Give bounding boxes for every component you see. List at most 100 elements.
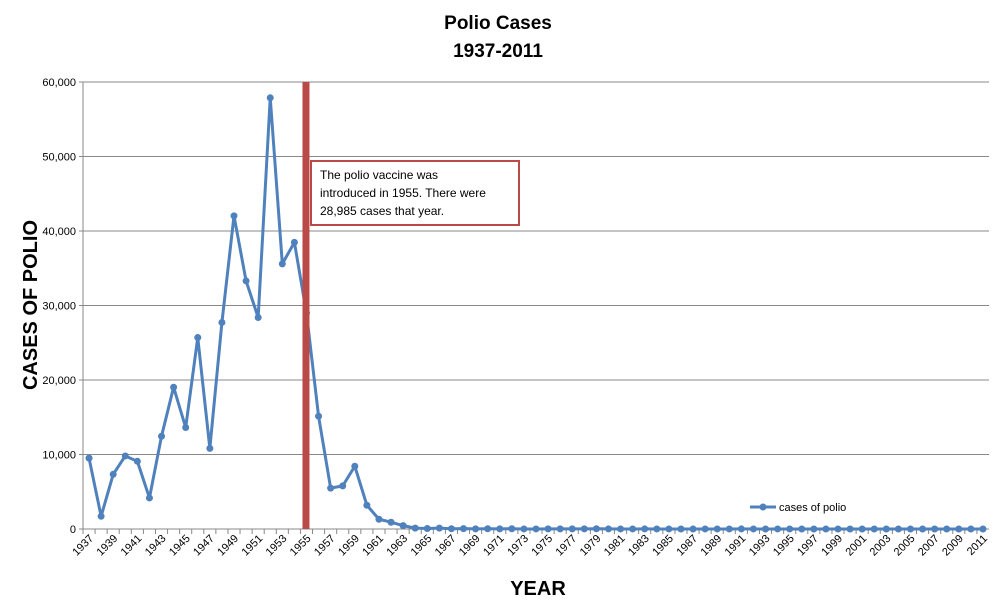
data-point: [604, 525, 612, 533]
data-point: [508, 525, 516, 533]
data-point: [846, 525, 854, 533]
x-tick-label: 1959: [336, 533, 362, 559]
data-point: [810, 525, 818, 533]
x-tick-label: 1951: [239, 533, 265, 559]
legend-marker: [759, 503, 767, 511]
data-point: [617, 525, 625, 533]
data-point: [351, 462, 359, 470]
legend-label: cases of polio: [779, 502, 846, 514]
x-tick-label: 1949: [215, 533, 241, 559]
data-point: [653, 525, 661, 533]
series-line: [87, 96, 983, 531]
legend: cases of polio: [750, 502, 846, 514]
x-tick-label: 1987: [674, 533, 700, 559]
x-tick-label: 1995: [771, 533, 797, 559]
data-point: [774, 525, 782, 533]
data-point: [749, 525, 757, 533]
data-point: [194, 334, 202, 342]
data-point: [955, 525, 963, 533]
data-point: [363, 501, 371, 509]
x-tick-label: 1937: [70, 533, 96, 559]
data-point: [592, 525, 600, 533]
data-point: [387, 518, 395, 526]
x-tick-label: 1961: [360, 533, 386, 559]
data-point: [894, 525, 902, 533]
data-point: [266, 94, 274, 102]
data-point: [737, 525, 745, 533]
data-point: [230, 212, 238, 220]
x-tick-label: 1983: [626, 533, 652, 559]
y-tick-label: 10,000: [42, 450, 76, 462]
data-point: [701, 525, 709, 533]
data-point: [544, 525, 552, 533]
x-tick-label: 1953: [264, 533, 290, 559]
x-tick-label: 1947: [191, 533, 217, 559]
data-point: [967, 525, 975, 533]
x-tick-label: 1977: [554, 533, 580, 559]
annotation-line: 28,985 cases that year.: [320, 204, 445, 218]
data-point: [158, 432, 166, 440]
x-tick-label: 1975: [529, 533, 555, 559]
data-point: [665, 525, 673, 533]
data-point: [145, 494, 153, 502]
data-point: [677, 525, 685, 533]
data-point: [556, 525, 564, 533]
data-point: [97, 512, 105, 520]
chart-title-line2: 1937-2011: [453, 41, 543, 62]
x-tick-label: 1943: [143, 533, 169, 559]
data-point: [786, 525, 794, 533]
x-tick-label: 1973: [505, 533, 531, 559]
data-point: [725, 525, 733, 533]
data-point: [979, 525, 987, 533]
data-point: [484, 525, 492, 533]
data-point: [327, 484, 335, 492]
y-tick-label: 20,000: [42, 375, 76, 387]
data-point: [278, 260, 286, 268]
x-tick-label: 1991: [723, 533, 749, 559]
data-point: [798, 525, 806, 533]
x-tick-label: 1993: [747, 533, 773, 559]
y-tick-label: 40,000: [42, 226, 76, 238]
data-point: [460, 525, 468, 533]
x-tick-label: 1985: [650, 533, 676, 559]
data-point: [133, 457, 141, 465]
data-point: [206, 444, 214, 452]
data-point: [532, 525, 540, 533]
data-point: [411, 524, 419, 532]
x-tick-label: 2001: [843, 533, 869, 559]
data-point: [882, 525, 890, 533]
x-tick-label: 1969: [457, 533, 483, 559]
data-point: [496, 525, 504, 533]
x-tick-label: 1989: [699, 533, 725, 559]
x-tick-label: 1999: [819, 533, 845, 559]
y-tick-label: 50,000: [42, 152, 76, 164]
data-point: [858, 525, 866, 533]
data-point: [943, 525, 951, 533]
x-tick-label: 1955: [288, 533, 314, 559]
data-point: [472, 525, 480, 533]
data-point: [85, 454, 93, 462]
x-tick-label: 1939: [95, 533, 121, 559]
data-point: [109, 470, 117, 478]
data-point: [254, 314, 262, 322]
x-tick-label: 2011: [965, 533, 990, 558]
data-point: [170, 383, 178, 391]
data-point: [931, 525, 939, 533]
data-point: [315, 412, 323, 420]
annotation-line: introduced in 1955. There were: [320, 186, 486, 200]
x-tick-label: 2009: [940, 533, 966, 559]
x-tick-label: 1941: [119, 533, 145, 559]
x-tick-label: 1965: [409, 533, 435, 559]
y-tick-label: 60,000: [42, 77, 76, 89]
y-tick-label: 30,000: [42, 301, 76, 313]
data-point: [641, 525, 649, 533]
x-tick-label: 2003: [868, 533, 894, 559]
x-tick-label: 1967: [433, 533, 459, 559]
data-point: [339, 482, 347, 490]
data-point: [399, 522, 407, 530]
x-tick-label: 1971: [481, 533, 507, 559]
chart-title-line1: Polio Cases: [444, 13, 552, 34]
x-tick-label: 1945: [167, 533, 193, 559]
x-tick-label: 1957: [312, 533, 338, 559]
x-tick-label: 1979: [578, 533, 604, 559]
